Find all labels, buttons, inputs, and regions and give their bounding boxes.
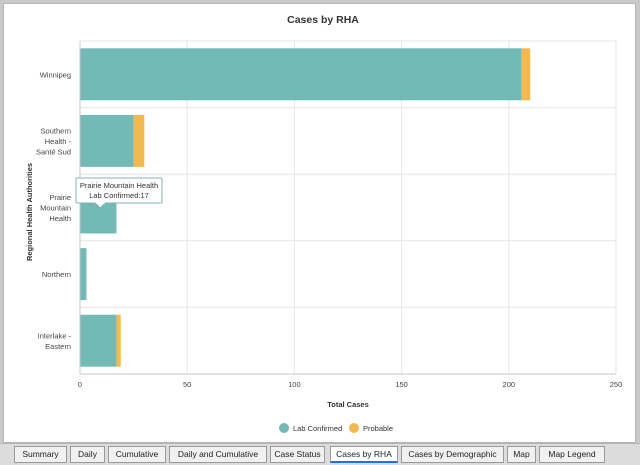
x-tick-label: 250: [610, 380, 623, 389]
y-category-label-line: Health -: [45, 137, 72, 146]
tooltip-box: [75, 177, 163, 204]
bar-probable[interactable]: [116, 314, 121, 367]
chart-title: Cases by RHA: [287, 14, 359, 26]
y-category-label-line: Eastern: [45, 342, 71, 351]
axes: 0 50 100 150 200 250 Winnipeg Southern Health -S…: [36, 41, 622, 389]
y-category-label: Prairie Mountain Health: [40, 193, 71, 223]
cases-by-rha-chart: Cases by RHA 0 50 100 150 200 250 Winnipeg Sout…: [25, 14, 622, 433]
tab-cumulative[interactable]: Cumulative: [108, 446, 166, 463]
tab-map[interactable]: Map: [507, 446, 536, 463]
tooltip-title: Prairie Mountain Health: [80, 181, 158, 190]
x-tick-label: 100: [288, 380, 301, 389]
legend-label: Probable: [363, 424, 393, 433]
tooltip-pointer: [94, 202, 106, 209]
bar-lab-confirmed[interactable]: [80, 114, 134, 167]
legend-item[interactable]: Lab Confirmed: [279, 423, 342, 433]
tab-case-status[interactable]: Case Status: [270, 446, 325, 463]
tooltip-value: Lab Confirmed:17: [89, 191, 149, 200]
x-axis-title: Total Cases: [327, 400, 369, 409]
y-category-label-line: Mountain: [40, 204, 71, 213]
tab-bar: Summary Daily Cumulative Daily and Cumulati…: [0, 443, 640, 465]
legend-swatch: [279, 423, 289, 433]
bars: [80, 48, 531, 367]
y-category-label: Interlake - Eastern: [38, 331, 72, 351]
y-category-label-line: Health: [49, 214, 71, 223]
y-category-label-line: Interlake -: [38, 331, 72, 340]
y-category-label-line: Prairie: [49, 193, 71, 202]
chart-panel: Cases by RHA 0 50 100 150 200 250 Winnipeg Sout…: [3, 3, 636, 443]
y-category-label: Southern Health -Santé Sud: [36, 126, 72, 156]
tab-daily[interactable]: Daily: [70, 446, 105, 463]
x-tick-label: 200: [503, 380, 516, 389]
x-tick-label: 50: [183, 380, 191, 389]
legend-swatch: [349, 423, 359, 433]
tab-daily-and-cumulative[interactable]: Daily and Cumulative: [169, 446, 267, 463]
x-tick-label: 150: [395, 380, 408, 389]
y-axis-title: Regional Health Authorities: [25, 163, 34, 261]
y-category-label-line: Santé Sud: [36, 147, 71, 156]
legend-label: Lab Confirmed: [293, 424, 342, 433]
legend-item[interactable]: Probable: [349, 423, 393, 433]
legend[interactable]: Lab Confirmed Probable: [279, 423, 393, 433]
bar-lab-confirmed[interactable]: [80, 314, 117, 367]
y-category-label: Winnipeg: [40, 70, 71, 79]
y-category-label: Northern: [42, 270, 71, 279]
tab-map-legend[interactable]: Map Legend: [539, 446, 605, 463]
y-category-label-line: Northern: [42, 270, 71, 279]
tab-cases-by-demographic[interactable]: Cases by Demographic: [401, 446, 504, 463]
tab-cases-by-rha[interactable]: Cases by RHA: [330, 446, 398, 463]
bar-lab-confirmed[interactable]: [80, 248, 87, 301]
y-category-label-line: Winnipeg: [40, 70, 71, 79]
bar-lab-confirmed[interactable]: [80, 48, 522, 101]
tab-summary[interactable]: Summary: [14, 446, 67, 463]
bar-probable[interactable]: [521, 48, 531, 101]
x-tick-label: 0: [78, 380, 82, 389]
y-category-label-line: Southern: [41, 126, 71, 135]
bar-probable[interactable]: [133, 114, 145, 167]
